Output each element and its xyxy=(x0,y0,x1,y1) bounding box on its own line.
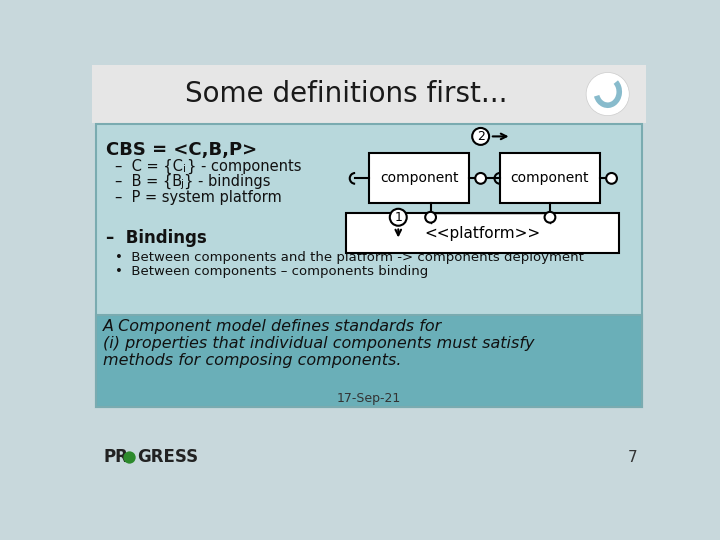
Text: Some definitions first...: Some definitions first... xyxy=(184,80,507,108)
Text: j: j xyxy=(180,179,184,189)
Bar xyxy=(96,315,642,408)
Text: A Component model defines standards for: A Component model defines standards for xyxy=(104,319,443,334)
Text: –  P = system platform: – P = system platform xyxy=(115,190,282,205)
Text: CBS = <C,B,P>: CBS = <C,B,P> xyxy=(106,140,257,159)
Circle shape xyxy=(390,209,407,226)
Circle shape xyxy=(544,212,555,222)
Circle shape xyxy=(475,173,486,184)
Bar xyxy=(346,213,619,253)
Text: 1: 1 xyxy=(395,211,402,224)
Text: component: component xyxy=(510,171,589,185)
Circle shape xyxy=(606,173,617,184)
Bar xyxy=(92,65,647,123)
Text: –  B = {B: – B = {B xyxy=(115,174,182,190)
Circle shape xyxy=(472,128,489,145)
Text: } - bindings: } - bindings xyxy=(184,174,271,190)
Text: 7: 7 xyxy=(627,450,637,465)
Text: –  C = {C: – C = {C xyxy=(115,159,183,174)
Bar xyxy=(369,153,469,204)
Text: (i) properties that individual components must satisfy: (i) properties that individual component… xyxy=(104,336,535,351)
Bar xyxy=(96,124,642,408)
Text: –  Bindings: – Bindings xyxy=(106,229,207,247)
Text: •  Between components – components binding: • Between components – components bindin… xyxy=(115,265,428,278)
Circle shape xyxy=(123,451,135,464)
Text: methods for composing components.: methods for composing components. xyxy=(104,353,402,368)
Text: <<platform>>: <<platform>> xyxy=(425,226,541,241)
Text: i: i xyxy=(184,164,186,174)
Bar xyxy=(500,153,600,204)
Text: 2: 2 xyxy=(477,130,485,143)
Circle shape xyxy=(586,72,629,116)
Text: } - components: } - components xyxy=(187,159,302,174)
Text: 17-Sep-21: 17-Sep-21 xyxy=(337,392,401,404)
Text: GRESS: GRESS xyxy=(138,449,198,467)
Text: •  Between components and the platform -> components deployment: • Between components and the platform ->… xyxy=(115,251,584,264)
Text: component: component xyxy=(380,171,459,185)
Circle shape xyxy=(426,212,436,222)
Text: PR: PR xyxy=(104,449,128,467)
